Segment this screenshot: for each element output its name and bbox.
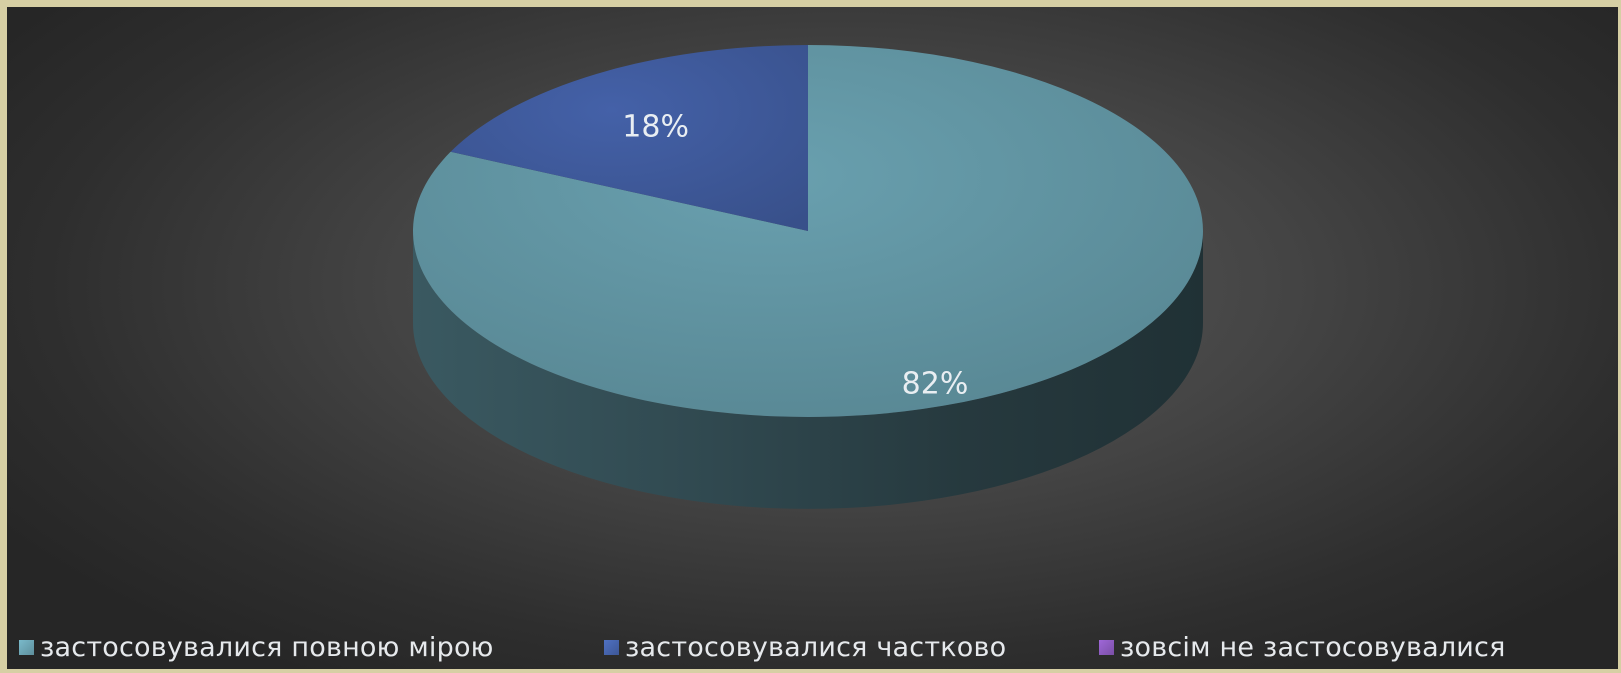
pie-side-0 <box>413 231 1203 509</box>
pie-chart: 82% 18% <box>413 45 1204 509</box>
legend-label-partial: застосовувалися частково <box>625 631 1007 663</box>
data-label-0: 82% <box>902 367 969 402</box>
legend-item-partial: застосовувалися частково <box>604 627 1006 667</box>
chart-area: 82% 18% застосовувалися повною мірою заст… <box>7 7 1618 669</box>
legend: застосовувалися повною мірою застосовува… <box>19 627 1609 667</box>
legend-item-none: зовсім не застосовувалися <box>1099 627 1506 667</box>
pie-slice-0 <box>413 45 1204 417</box>
legend-swatch-partial <box>604 639 619 655</box>
legend-swatch-full <box>19 639 34 655</box>
pie-slice-1 <box>450 45 808 231</box>
data-label-1: 18% <box>622 109 689 144</box>
legend-item-full: застосовувалися повною мірою <box>19 627 494 667</box>
legend-label-none: зовсім не застосовувалися <box>1120 631 1506 663</box>
legend-swatch-none <box>1099 639 1114 655</box>
legend-label-full: застосовувалися повною мірою <box>40 631 494 663</box>
